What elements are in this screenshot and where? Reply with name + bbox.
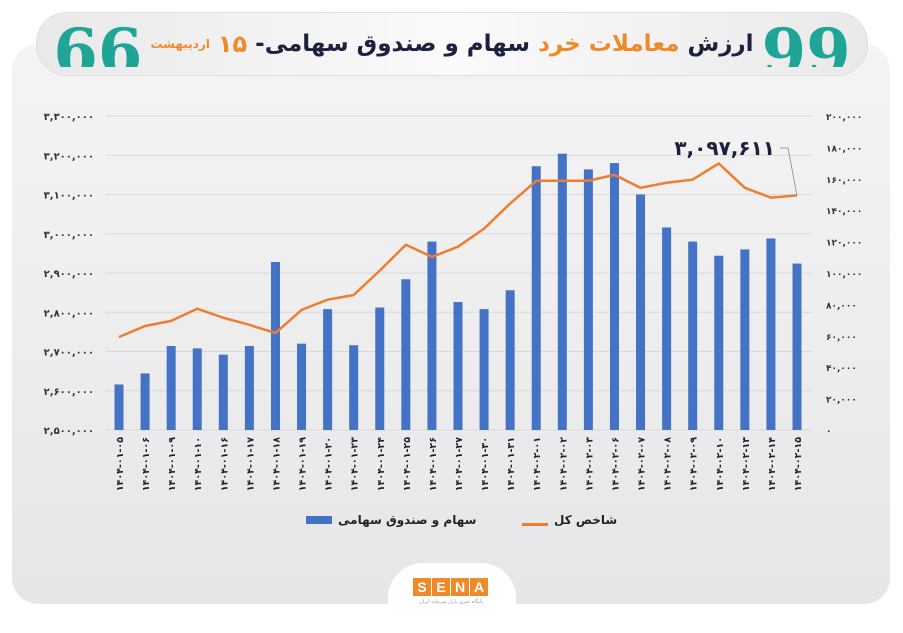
right-axis-tick-label: ۸۰,۰۰۰ <box>826 301 857 311</box>
left-axis-tick-label: ۲,۶۰۰,۰۰۰ <box>44 387 94 398</box>
x-axis-tick-label: ۱۴۰۴-۰۱-۳۰ <box>480 437 491 491</box>
left-axis-tick-label: ۲,۸۰۰,۰۰۰ <box>44 308 94 319</box>
bar <box>558 154 567 430</box>
bar <box>714 256 723 430</box>
bar <box>766 238 775 430</box>
bar <box>532 166 541 430</box>
right-axis-tick-label: ۶۰,۰۰۰ <box>826 333 857 343</box>
x-axis-tick-label: ۱۴۰۴-۰۲-۱۴ <box>767 437 778 491</box>
x-axis-tick-label: ۱۴۰۴-۰۱-۱۸ <box>271 437 282 491</box>
x-axis-tick-label: ۱۴۰۴-۰۲-۰۷ <box>637 437 648 491</box>
x-axis-tick-label: ۱۴۰۴-۰۲-۱۳ <box>741 437 752 491</box>
bar <box>793 264 802 430</box>
left-axis-tick-label: ۲,۹۰۰,۰۰۰ <box>44 269 94 280</box>
logo-letter: S <box>413 578 431 596</box>
logo-letter: N <box>451 578 469 596</box>
bar <box>688 242 697 430</box>
bar <box>480 309 489 430</box>
right-axis-tick-label: ۱۶۰,۰۰۰ <box>826 176 862 186</box>
logo-background <box>388 563 516 633</box>
x-axis-tick-label: ۱۴۰۴-۰۱-۰۹ <box>167 437 178 491</box>
x-axis-tick-label: ۱۴۰۴-۰۱-۲۴ <box>376 437 387 491</box>
x-axis-tick-label: ۱۴۰۴-۰۲-۰۲ <box>558 437 569 491</box>
x-axis-tick-label: ۱۴۰۴-۰۱-۲۶ <box>428 437 439 491</box>
bar <box>141 373 150 430</box>
legend-line-swatch <box>522 523 548 526</box>
right-axis-tick-label: ۱۴۰,۰۰۰ <box>826 207 862 217</box>
legend-bars-swatch <box>306 516 332 524</box>
bar <box>584 169 593 430</box>
left-axis-tick-label: ۳,۱۰۰,۰۰۰ <box>44 191 94 202</box>
bar <box>610 163 619 430</box>
right-axis-tick-label: ۱۰۰,۰۰۰ <box>826 270 862 280</box>
legend-bars: سهام و صندوق سهامی <box>306 513 476 527</box>
right-axis-tick-label: ۲۰,۰۰۰ <box>826 396 857 406</box>
logo-letter: E <box>432 578 450 596</box>
logo-letter: A <box>470 578 488 596</box>
sena-logo: S E N A <box>413 578 488 596</box>
legend-line-label: شاخص کل <box>554 513 617 527</box>
legend-bars-label: سهام و صندوق سهامی <box>338 513 476 527</box>
x-axis-tick-label: ۱۴۰۴-۰۲-۰۱ <box>532 437 543 491</box>
bar <box>245 346 254 430</box>
bar <box>375 308 384 430</box>
bar <box>193 348 202 430</box>
x-axis-tick-label: ۱۴۰۴-۰۲-۰۸ <box>663 437 674 491</box>
right-axis-tick-label: ۲۰۰,۰۰۰ <box>826 113 862 123</box>
x-axis-tick-label: ۱۴۰۴-۰۱-۲۷ <box>454 437 465 491</box>
x-axis-tick-label: ۱۴۰۴-۰۲-۰۹ <box>689 437 700 491</box>
x-axis-tick-label: ۱۴۰۴-۰۱-۲۰ <box>324 437 335 491</box>
bar <box>271 262 280 430</box>
x-axis-tick-label: ۱۴۰۴-۰۱-۲۵ <box>402 437 413 491</box>
bar <box>349 345 358 430</box>
left-axis-tick-label: ۳,۳۰۰,۰۰۰ <box>44 112 94 123</box>
left-axis-tick-label: ۲,۵۰۰,۰۰۰ <box>44 426 94 437</box>
left-axis-tick-label: ۳,۰۰۰,۰۰۰ <box>44 230 94 241</box>
x-axis-tick-label: ۱۴۰۴-۰۲-۱۰ <box>715 437 726 491</box>
right-axis-tick-label: ۱۲۰,۰۰۰ <box>826 239 862 249</box>
x-axis-tick-label: ۱۴۰۴-۰۲-۰۶ <box>610 437 621 491</box>
x-axis-tick-label: ۱۴۰۴-۰۱-۳۱ <box>506 437 517 491</box>
x-axis-tick-label: ۱۴۰۴-۰۲-۰۳ <box>584 437 595 491</box>
x-axis-tick-label: ۱۴۰۴-۰۱-۰۵ <box>115 437 126 491</box>
legend-line: شاخص کل <box>522 513 617 527</box>
left-axis-tick-label: ۲,۷۰۰,۰۰۰ <box>44 348 94 359</box>
bar <box>454 302 463 430</box>
right-axis-tick-label: ۱۸۰,۰۰۰ <box>826 144 862 154</box>
right-axis-tick-label: ۴۰,۰۰۰ <box>826 364 857 374</box>
bar <box>506 290 515 430</box>
bar <box>401 279 410 430</box>
bar <box>297 344 306 430</box>
bar <box>219 355 228 430</box>
x-axis-tick-label: ۱۴۰۴-۰۲-۱۵ <box>793 437 804 491</box>
bar <box>115 384 124 430</box>
x-axis-tick-label: ۱۴۰۴-۰۱-۰۶ <box>141 437 152 491</box>
annotation-label: ۳,۰۹۷,۶۱۱ <box>674 136 775 160</box>
x-axis-tick-label: ۱۴۰۴-۰۱-۲۳ <box>350 437 361 491</box>
x-axis-tick-label: ۱۴۰۴-۰۱-۱۶ <box>219 437 230 491</box>
x-axis-tick-label: ۱۴۰۴-۰۱-۱۷ <box>245 437 256 491</box>
right-axis-tick-label: ۰ <box>826 427 832 437</box>
bar <box>323 309 332 430</box>
logo-subtitle: پایگاه خبری بازار سرمایه ایران <box>410 599 492 605</box>
x-axis-tick-label: ۱۴۰۴-۰۱-۱۰ <box>193 437 204 491</box>
bar <box>740 249 749 430</box>
x-axis-tick-label: ۱۴۰۴-۰۱-۱۹ <box>298 437 309 491</box>
bar <box>662 227 671 430</box>
bar <box>427 242 436 430</box>
bar <box>167 346 176 430</box>
left-axis-tick-label: ۳,۲۰۰,۰۰۰ <box>44 151 94 162</box>
bar <box>636 195 645 431</box>
